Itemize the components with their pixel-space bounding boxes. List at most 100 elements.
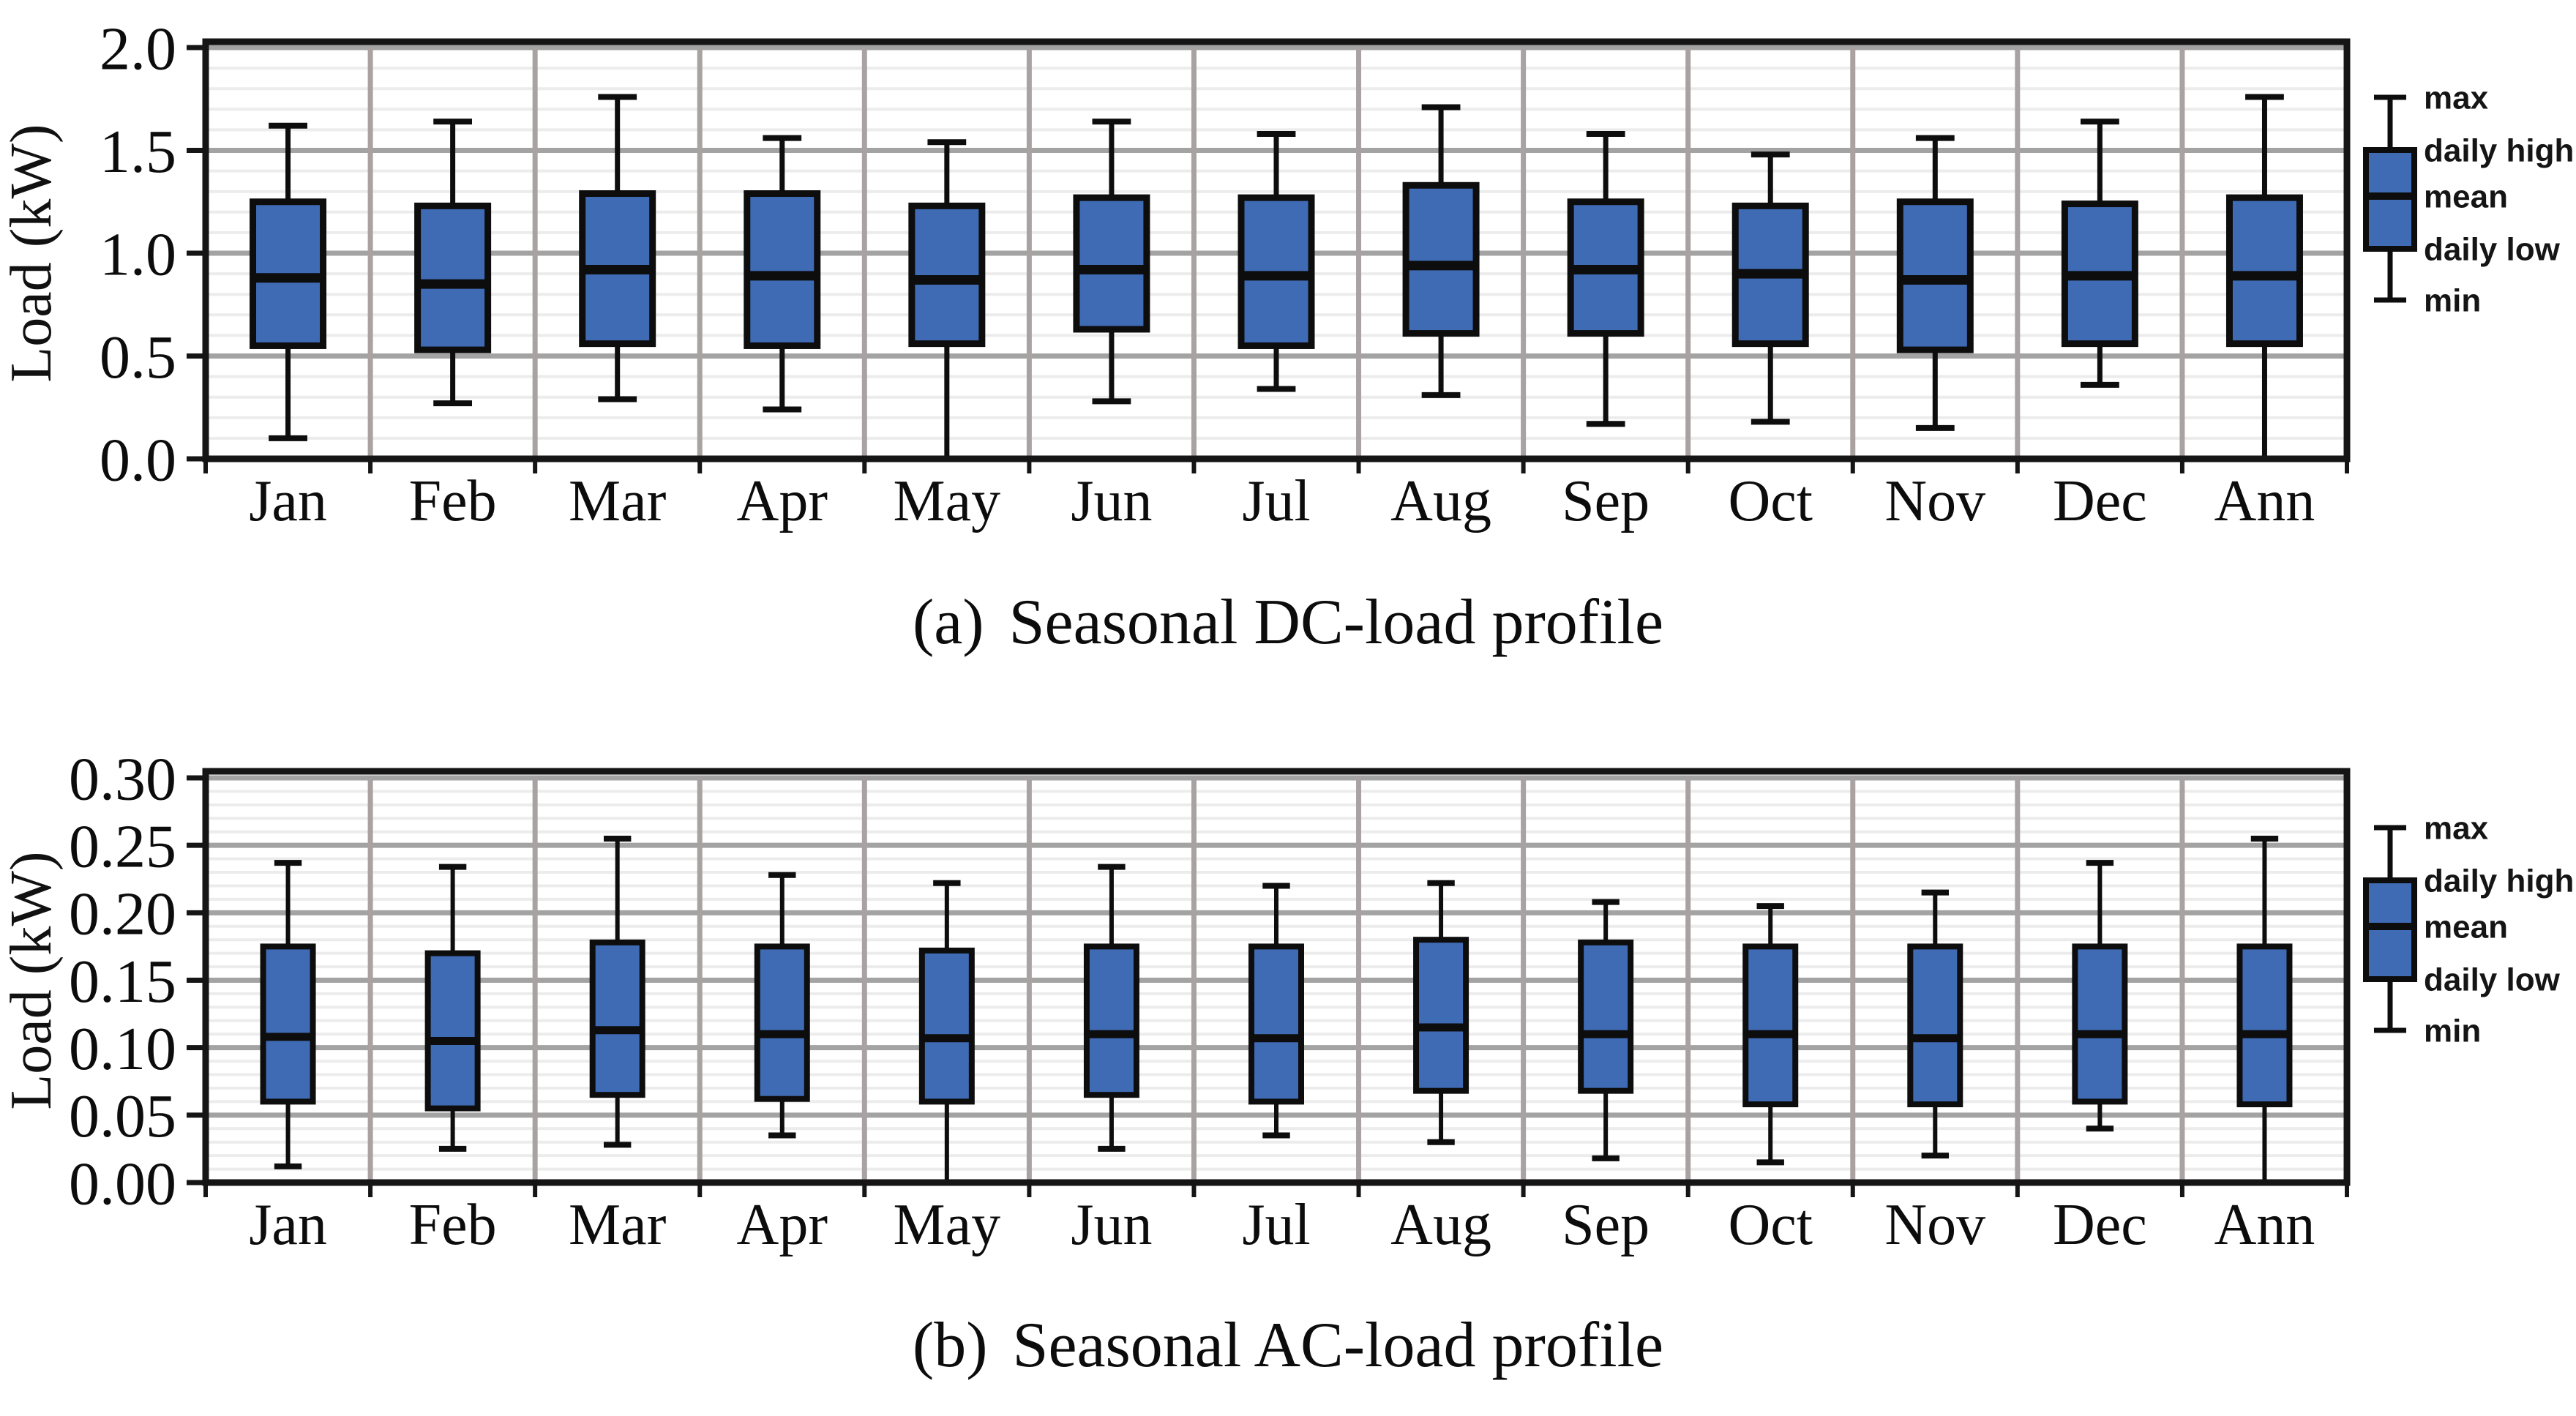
ac-load-plot: 0.000.050.100.150.200.250.30 Jan Feb Mar Apr… <box>69 745 2574 1257</box>
caption-a: (a) Seasonal DC-load profile <box>0 585 2576 659</box>
x-category-label-feb: Feb <box>409 1193 497 1257</box>
daily-range-box <box>1073 194 1150 333</box>
daily-range-box <box>2225 194 2303 348</box>
boxplot-aug <box>1413 880 1469 1145</box>
boxplot-jan <box>260 860 316 1169</box>
x-category-label-oct: Oct <box>1728 469 1813 533</box>
x-category-label-ann: Ann <box>2214 469 2315 533</box>
boxplot-apr <box>754 872 810 1139</box>
y-tick-label: 0.00 <box>69 1150 176 1218</box>
boxplot-aug <box>1402 104 1480 398</box>
x-category-label-jul: Jul <box>1242 469 1310 533</box>
daily-range-box <box>2236 943 2293 1108</box>
y-tick-label: 0.5 <box>100 323 176 392</box>
y-tick-label: 0.0 <box>100 426 176 494</box>
y-tick-label: 0.30 <box>69 745 176 813</box>
legend-label-daily-high: daily high <box>2424 863 2574 899</box>
boxplot-jul <box>1238 131 1315 392</box>
daily-range-box <box>1907 943 1963 1108</box>
boxplot-apr <box>744 135 821 413</box>
caption-a-text: Seasonal DC-load profile <box>1008 587 1664 658</box>
boxplot-oct <box>1742 903 1799 1166</box>
x-category-label-nov: Nov <box>1884 469 1985 533</box>
x-category-label-may: May <box>894 1193 1001 1257</box>
boxplot-sep <box>1567 131 1644 427</box>
daily-range-box <box>1248 943 1304 1105</box>
boxplot-mar <box>589 835 645 1148</box>
x-category-label-mar: Mar <box>569 469 666 533</box>
caption-b-index: (b) <box>912 1310 988 1381</box>
plot-border <box>202 38 2351 462</box>
x-category-label-apr: Apr <box>737 469 828 533</box>
daily-range-box <box>2072 943 2128 1105</box>
legend-label-mean: mean <box>2424 179 2508 214</box>
x-category-label-ann: Ann <box>2214 1193 2315 1257</box>
daily-range-box <box>414 202 492 353</box>
x-category-label-jan: Jan <box>249 1193 327 1257</box>
x-category-label-sep: Sep <box>1562 1193 1650 1257</box>
daily-range-box <box>260 943 316 1105</box>
legend-label-daily-high: daily high <box>2424 132 2574 168</box>
x-category-label-may: May <box>894 469 1001 533</box>
y-tick-label: 1.0 <box>100 220 176 288</box>
daily-range-box <box>754 943 810 1102</box>
x-category-label-jul: Jul <box>1242 1193 1310 1257</box>
legend: max daily high mean daily low min <box>2363 80 2574 318</box>
y-tick-label: 2.0 <box>100 15 176 83</box>
boxplot-feb <box>424 864 481 1152</box>
legend-label-min: min <box>2424 1013 2481 1049</box>
x-category-label-feb: Feb <box>409 469 497 533</box>
boxplot-jul <box>1248 883 1304 1139</box>
daily-range-box <box>1578 939 1634 1094</box>
y-tick-label: 0.05 <box>69 1082 176 1150</box>
legend-label-daily-low: daily low <box>2424 231 2561 267</box>
boxplot-jun <box>1083 864 1139 1152</box>
x-category-label-sep: Sep <box>1562 469 1650 533</box>
x-category-label-dec: Dec <box>2053 469 2147 533</box>
caption-b: (b) Seasonal AC-load profile <box>0 1308 2576 1382</box>
x-category-label-jan: Jan <box>249 469 327 533</box>
daily-range-box <box>1083 943 1139 1098</box>
x-category-label-aug: Aug <box>1390 1193 1491 1257</box>
legend-label-max: max <box>2424 80 2489 116</box>
x-category-label-jun: Jun <box>1071 1193 1152 1257</box>
y-tick-label: 0.25 <box>69 813 176 881</box>
boxplot-dec <box>2072 860 2128 1132</box>
daily-range-box <box>1402 181 1480 337</box>
legend-label-min: min <box>2424 282 2481 318</box>
y-tick-label: 0.15 <box>69 948 176 1016</box>
caption-a-index: (a) <box>912 587 984 658</box>
plot-border <box>202 768 2351 1186</box>
y-tick-label: 0.20 <box>69 880 176 948</box>
boxplot-jun <box>1073 119 1150 405</box>
legend: max daily high mean daily low min <box>2363 810 2574 1049</box>
caption-b-text: Seasonal AC-load profile <box>1012 1310 1664 1381</box>
boxplot-feb <box>414 119 492 407</box>
daily-range-box <box>744 190 821 349</box>
daily-range-box <box>1742 943 1799 1108</box>
boxplot-nov <box>1896 135 1974 431</box>
legend-label-max: max <box>2424 810 2489 846</box>
x-category-label-nov: Nov <box>1884 1193 1985 1257</box>
boxplot-sep <box>1578 899 1634 1161</box>
boxplot-mar <box>579 94 656 402</box>
x-category-label-aug: Aug <box>1390 469 1491 533</box>
boxplot-may <box>908 139 986 462</box>
daily-range-box <box>1413 937 1469 1094</box>
x-category-label-mar: Mar <box>569 1193 666 1257</box>
boxplot-nov <box>1907 889 1963 1159</box>
boxplot-may <box>918 880 975 1185</box>
daily-range-box <box>918 947 975 1105</box>
daily-range-box <box>908 202 986 348</box>
daily-range-box <box>424 950 481 1112</box>
x-category-label-jun: Jun <box>1071 469 1152 533</box>
y-tick-label: 0.10 <box>69 1015 176 1083</box>
boxplot-jan <box>250 122 327 441</box>
boxplot-dec <box>2061 119 2138 388</box>
y-tick-label: 1.5 <box>100 118 176 186</box>
x-category-label-apr: Apr <box>737 1193 828 1257</box>
boxplot-oct <box>1731 151 1809 425</box>
legend-label-daily-low: daily low <box>2424 962 2561 997</box>
dc-load-plot: 0.0 0.5 1.0 1.5 2.0 Jan Feb Mar Apr May Jun Jul Aug S… <box>100 15 2574 533</box>
